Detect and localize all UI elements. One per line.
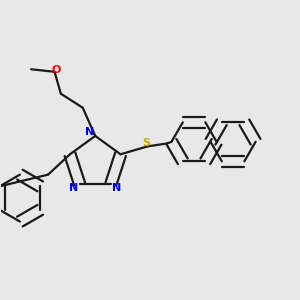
Text: N: N: [112, 183, 121, 194]
Text: S: S: [142, 138, 151, 148]
Text: O: O: [51, 65, 61, 75]
Text: N: N: [85, 127, 94, 137]
Text: N: N: [69, 183, 79, 194]
